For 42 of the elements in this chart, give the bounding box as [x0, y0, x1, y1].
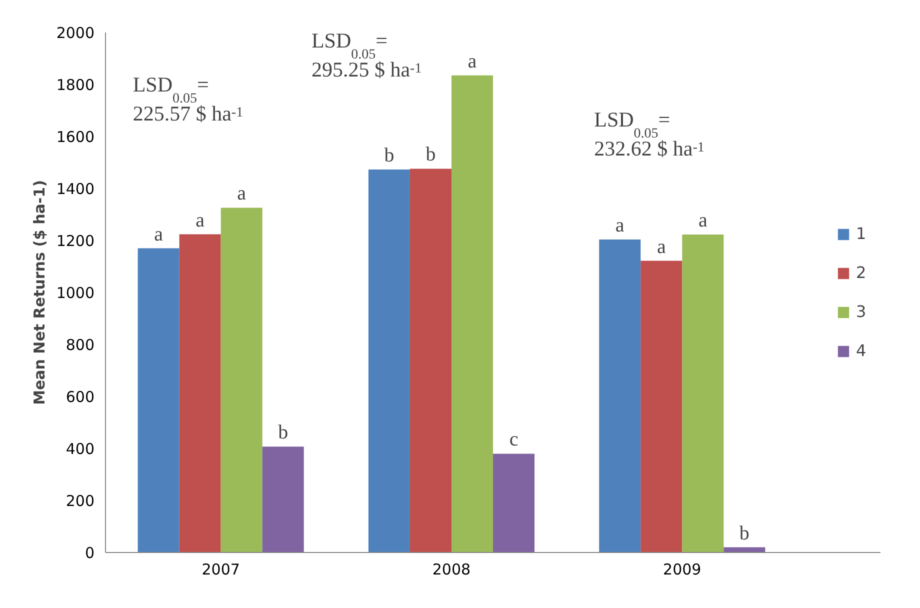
bar	[179, 234, 221, 552]
data-label: a	[698, 210, 708, 232]
y-tick-label: 1600	[56, 128, 95, 146]
data-label: a	[656, 236, 666, 258]
y-tick-label: 200	[66, 492, 95, 510]
y-tick-label: 1200	[56, 232, 95, 250]
y-axis-title: Mean Net Returns ($ ha-1)	[30, 180, 48, 405]
data-label: a	[237, 182, 246, 205]
y-tick-label: 0	[84, 544, 95, 562]
data-label: a	[615, 214, 624, 236]
y-tick-label: 1400	[56, 180, 95, 198]
legend-label: 4	[856, 341, 868, 360]
bar	[262, 446, 304, 552]
x-tick-label: 2008	[432, 560, 471, 578]
data-label: b	[278, 422, 288, 444]
y-tick-label: 600	[66, 388, 95, 406]
bar	[493, 454, 535, 552]
y-tick-label: 1000	[56, 284, 95, 302]
bar	[368, 170, 410, 552]
data-label: b	[384, 144, 394, 167]
bar	[220, 208, 262, 552]
bar	[138, 248, 180, 552]
legend-label: 3	[856, 302, 868, 321]
bar	[640, 260, 682, 552]
bar	[451, 75, 493, 552]
y-tick-label: 400	[66, 440, 95, 458]
bar	[682, 234, 724, 552]
legend-label: 1	[856, 224, 868, 243]
x-tick-label: 2009	[663, 560, 702, 578]
y-tick-label: 800	[66, 336, 95, 354]
bar	[410, 168, 452, 552]
y-tick-label: 1800	[56, 76, 95, 94]
data-label: a	[154, 223, 164, 246]
x-tick-label: 2007	[202, 560, 240, 578]
data-label: b	[739, 522, 750, 544]
data-label: c	[509, 428, 518, 451]
data-label: a	[196, 209, 205, 232]
legend-label: 2	[856, 263, 868, 282]
data-label: a	[468, 50, 477, 72]
bar	[599, 239, 641, 552]
data-label: b	[426, 144, 436, 166]
y-tick-label: 2000	[56, 24, 95, 42]
